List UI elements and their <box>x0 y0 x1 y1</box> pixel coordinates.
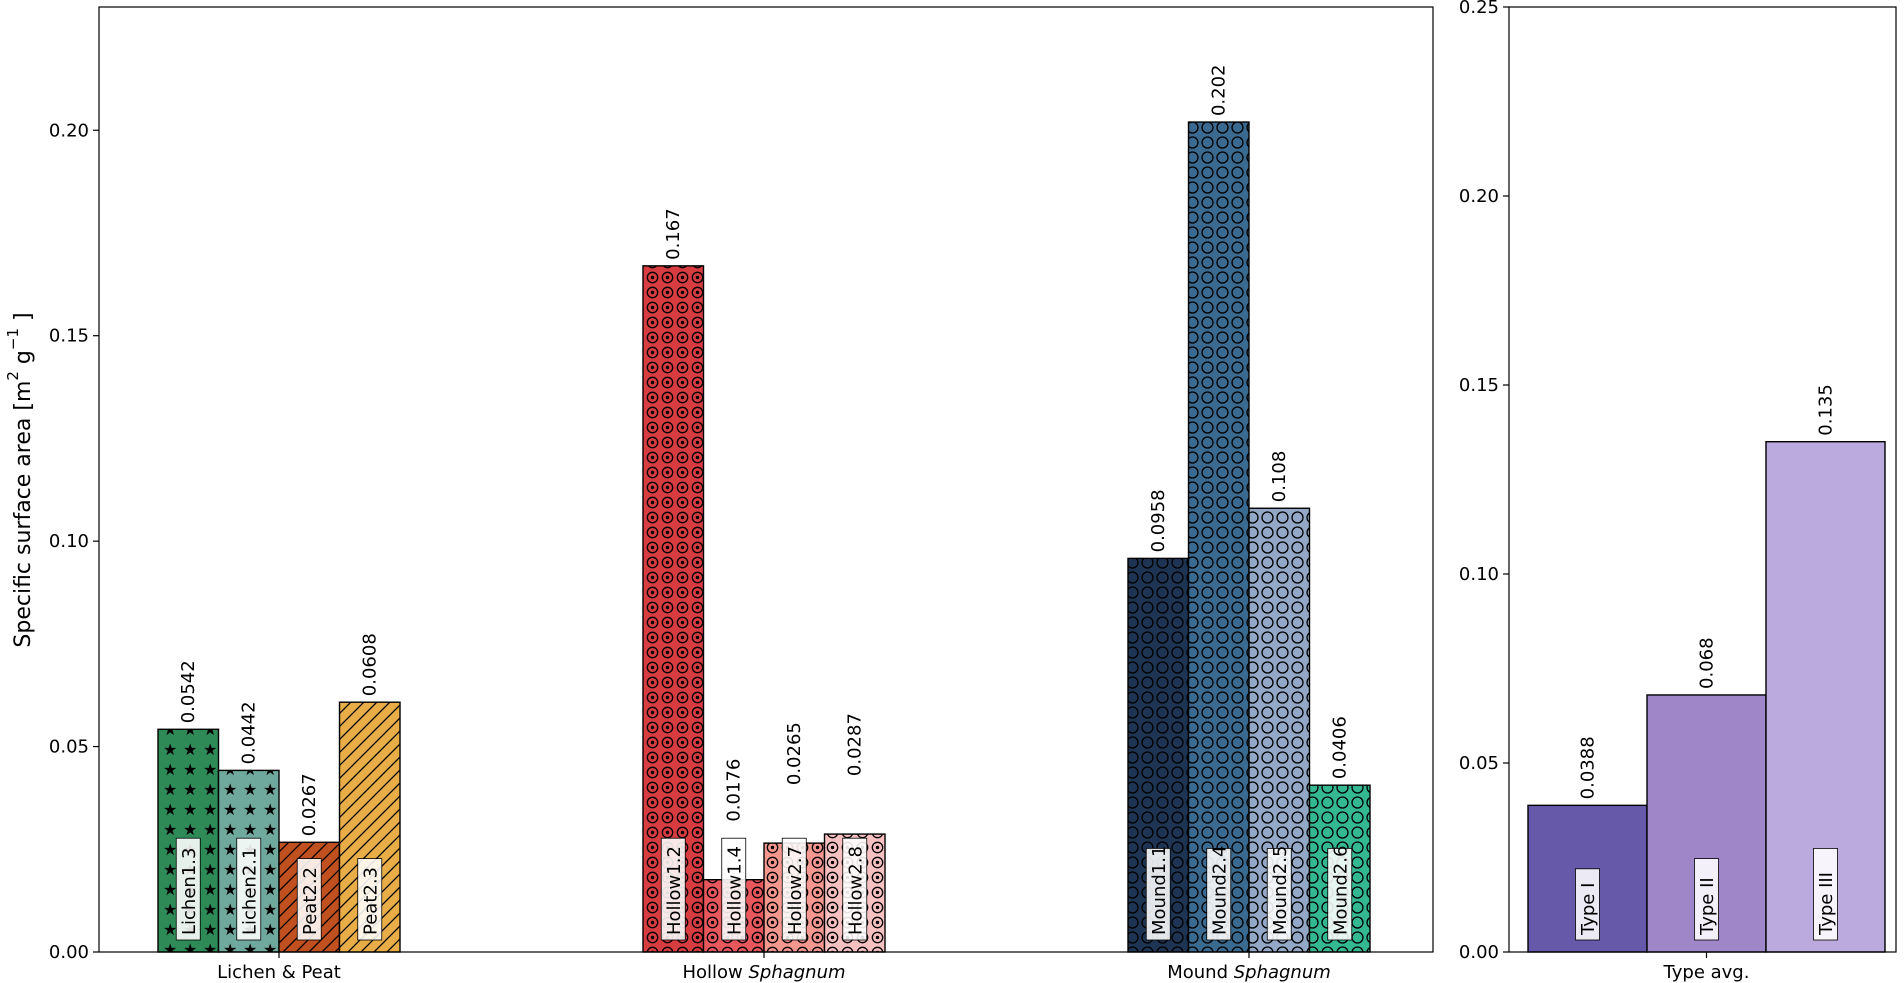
data-label: 0.202 <box>1209 65 1230 117</box>
y-tick-label: 0.00 <box>1459 942 1499 963</box>
bar-name-label: Lichen1.3 <box>175 837 201 941</box>
y-tick-label: 0.15 <box>1459 375 1499 396</box>
bar-name-label: Mound2.4 <box>1206 846 1232 941</box>
x-tick-label: Lichen & Peat <box>217 962 341 983</box>
bar-name-label: Hollow2.8 <box>842 837 868 941</box>
x-tick-label: Mound Sphagnum <box>1167 962 1331 983</box>
bar-hollow1-2 <box>642 265 705 953</box>
bar-name-label: Lichen2.1 <box>236 837 262 941</box>
bar-name-label: Mound1.1 <box>1145 846 1171 941</box>
svg-text:Peat2.2: Peat2.2 <box>300 867 321 935</box>
svg-text:Hollow1.4: Hollow1.4 <box>724 846 745 935</box>
y-tick-label: 0.05 <box>49 737 89 758</box>
data-label: 0.068 <box>1697 637 1718 689</box>
bar-name-label: Type III <box>1813 848 1838 941</box>
data-label: 0.0406 <box>1330 716 1351 779</box>
y-tick-label: 0.20 <box>1459 186 1499 207</box>
svg-text:Mound2.6: Mound2.6 <box>1330 846 1351 935</box>
x-tick-label: Hollow Sphagnum <box>682 962 845 983</box>
bar-name-label: Type II <box>1694 858 1719 941</box>
svg-text:Type II: Type II <box>1697 877 1718 936</box>
axes-frames <box>98 6 1897 953</box>
data-label: 0.0608 <box>360 633 381 696</box>
bar-name-label: Mound2.6 <box>1327 846 1353 941</box>
svg-text:Hollow2.8: Hollow2.8 <box>845 846 866 935</box>
y-tick-label: 0.20 <box>49 120 89 141</box>
data-label: 0.0267 <box>299 773 320 836</box>
svg-text:Hollow2.7: Hollow2.7 <box>785 846 806 935</box>
svg-text:Mound2.5: Mound2.5 <box>1270 846 1291 935</box>
svg-text:Peat2.3: Peat2.3 <box>360 867 381 935</box>
bar-mound2-4 <box>1187 121 1250 953</box>
y-tick-label: 0.00 <box>49 942 89 963</box>
data-label: 0.167 <box>663 208 684 260</box>
data-label: 0.0265 <box>784 722 805 785</box>
bar-name-label: Hollow2.7 <box>781 837 807 941</box>
y-tick-label: 0.05 <box>1459 753 1499 774</box>
data-label: 0.0442 <box>239 701 260 764</box>
data-label: 0.135 <box>1816 384 1837 436</box>
axis-ticks-layer <box>93 6 1708 958</box>
bar-name-label: Peat2.3 <box>357 858 383 941</box>
svg-text:Mound1.1: Mound1.1 <box>1149 846 1170 935</box>
y-tick-label: 0.25 <box>1459 0 1499 18</box>
svg-text:Hollow1.2: Hollow1.2 <box>664 846 685 935</box>
bar-name-label: Mound2.5 <box>1266 846 1292 941</box>
bar-name-label: Peat2.2 <box>296 858 322 941</box>
svg-text:Type III: Type III <box>1816 872 1837 936</box>
svg-text:Lichen2.1: Lichen2.1 <box>239 848 260 935</box>
data-label: 0.108 <box>1269 451 1290 503</box>
data-label: 0.0176 <box>724 759 745 822</box>
svg-text:Mound2.4: Mound2.4 <box>1209 846 1230 935</box>
data-label: 0.0287 <box>845 713 866 776</box>
bar-name-label: Type I <box>1575 868 1600 941</box>
y-tick-label: 0.10 <box>49 531 89 552</box>
axes-frame-1 <box>98 6 1434 953</box>
data-label: 0.0388 <box>1578 736 1599 799</box>
data-label: 0.0542 <box>178 660 199 723</box>
y-axis-label: Specific surface area [m2 g−1 ] <box>4 312 36 647</box>
y-tick-label: 0.10 <box>1459 564 1499 585</box>
bar-name-label: Hollow1.2 <box>660 837 686 941</box>
svg-text:Type I: Type I <box>1578 883 1599 936</box>
text-layer: 0.00 0.05 0.10 0.15 0.20 0.0542 Lichen1.3 0.044… <box>4 0 1838 983</box>
axes-frame-2 <box>1508 6 1897 953</box>
y-tick-label: 0.15 <box>49 326 89 347</box>
bars-layer <box>157 121 1886 953</box>
x-tick-label: Type avg. <box>1663 962 1750 983</box>
data-label: 0.0958 <box>1148 489 1169 552</box>
bar-name-label: Hollow1.4 <box>721 837 747 941</box>
svg-text:Lichen1.3: Lichen1.3 <box>179 848 200 935</box>
